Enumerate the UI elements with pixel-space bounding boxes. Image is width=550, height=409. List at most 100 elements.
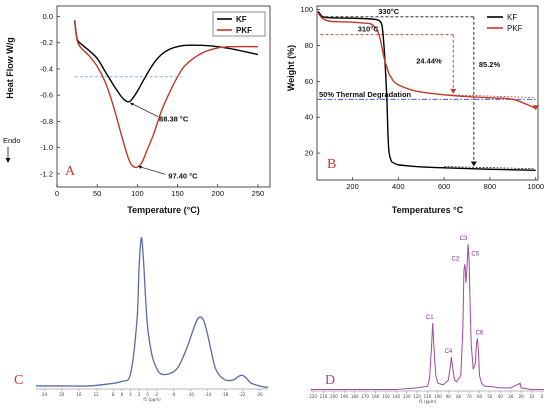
x-tick-label: 600 [438,182,451,191]
x-tick-label: 0 [541,394,544,399]
panel-b: 200 400 600 800 1000 20 40 60 80 100 330°C 310°C 24.… [286,5,544,215]
y-tick-label: 80 [305,41,313,50]
x-axis-title: f1 (ppm) [143,397,161,402]
x-tick-label: 100 [131,189,144,198]
y-axis-title: Weight (%) [286,45,296,91]
x-tick-label: 170 [361,394,369,399]
x-tick-label: 1000 [527,182,544,191]
x-tick-label: -14 [205,392,212,397]
panel-c: 24 20 16 12 8 6 4 2 0 -2 -6 -10 -14 -18 -22 -26 f1 (ppm)… [14,237,269,402]
legend-box [212,11,266,37]
x-tick-label: 200 [330,394,338,399]
x-tick-label: 120 [413,394,421,399]
x-tick-label: 70 [467,394,473,399]
x-tick-label: 190 [340,394,348,399]
peak-label-c2: C2 [452,256,460,262]
x-tick-label: 180 [351,394,359,399]
x-tick-label: 400 [392,182,405,191]
x-axis-title: Temperature (°C) [127,205,199,215]
x-tick-label: 4 [129,392,132,397]
peak-label-c4: C4 [445,349,453,355]
x-tick-label: -2 [154,392,158,397]
legend-label: KF [236,15,247,24]
spectrum-line [311,244,544,390]
y-tick-label: 60 [305,77,313,86]
x-tick-label: 100 [434,394,442,399]
legend: KF PKF [212,11,266,37]
y-tick-label: -1.2 [40,169,53,178]
x-tick-label: -10 [187,392,194,397]
x-tick-label: 10 [529,394,535,399]
panel-letter-c: C [14,373,23,388]
x-tick-label: -26 [256,392,263,397]
y-tick-label: -0.8 [40,117,53,126]
y-tick-label: 20 [305,149,313,158]
annotation-peak-pkf: 97.40 °C [168,171,198,180]
arrow-head [470,161,477,167]
endo-label: Endo [3,136,21,145]
x-tick-label: 12 [94,392,100,397]
x-tick-label: 130 [403,394,411,399]
x-tick-label: 30 [508,394,514,399]
x-tick-label: -22 [239,392,246,397]
arrow-head [450,88,457,94]
x-tick-label: -6 [171,392,175,397]
x-tick-label: 200 [211,189,224,198]
annotation-kf-loss: 85.2% [479,60,501,69]
x-tick-label: 80 [456,394,462,399]
x-tick-label: 250 [252,189,265,198]
x-tick-label: -18 [222,392,229,397]
x-tick-label: 40 [498,394,504,399]
tail-guide [444,94,534,98]
y-tick-label: -1.0 [40,143,53,152]
arrow-head [138,165,143,169]
x-tick-label: 90 [446,394,452,399]
x-tick-label: 800 [484,182,497,191]
annotation-peak-kf: 88.38 °C [159,115,189,124]
panel-d: 220 210 200 190 180 170 160 150 140 130 120 110 100 9… [309,236,544,404]
y-tick-label: 100 [300,5,313,14]
annotation-kf-onset: 330°C [378,7,400,16]
legend-label: KF [507,13,517,22]
x-axis-title: f1 (ppm) [419,399,437,404]
x-tick-label: 16 [76,392,82,397]
x-tick-label: 150 [171,189,184,198]
annotation-arrow [129,102,159,118]
series-line-kf [73,20,259,103]
y-tick-label: -0.2 [40,38,53,47]
x-tick-label: 220 [309,394,317,399]
peak-label-c5: C5 [471,252,479,258]
annotation-pkf-onset: 310°C [358,25,380,34]
annotation-50pct: 50% Thermal Degradation [319,90,412,99]
x-tick-label: 110 [424,394,432,399]
legend: KF PKF [487,13,523,33]
x-tick-label: 210 [320,394,328,399]
x-tick-label: 60 [477,394,483,399]
peak-label-c1: C1 [426,315,434,321]
series-line-pkf [73,21,258,169]
panel-letter-b: B [327,157,336,172]
endo-arrow-head [5,158,11,163]
legend-label: PKF [507,24,523,33]
panel-letter-a: A [65,164,76,179]
x-tick-label: 8 [112,392,115,397]
panel-a: 0 50 100 150 200 250 0.0 -0.2 -0.4 -0.6 -0.8 -1.0 -1… [3,5,271,215]
x-tick-label: 20 [519,394,525,399]
y-axis-title: Heat Flow W/g [5,37,15,99]
peak-label-c3: C3 [460,236,468,242]
x-tick-label: 160 [372,394,380,399]
x-tick-label: 2 [138,392,141,397]
x-axis-title: Temperatures °C [392,205,464,215]
x-tick-label: 20 [59,392,65,397]
spectrum-line [36,237,269,389]
y-tick-label: 0.0 [43,12,53,21]
panel-letter-d: D [325,373,335,388]
annotation-arrow [138,165,166,175]
x-tick-label: 0 [55,189,59,198]
y-tick-label: -0.6 [40,91,53,100]
series-line-pkf [317,12,536,109]
x-tick-label: 0 [146,392,149,397]
arrow-head [130,102,135,106]
peak-label-c6: C6 [476,330,484,336]
y-tick-label: 40 [305,113,313,122]
